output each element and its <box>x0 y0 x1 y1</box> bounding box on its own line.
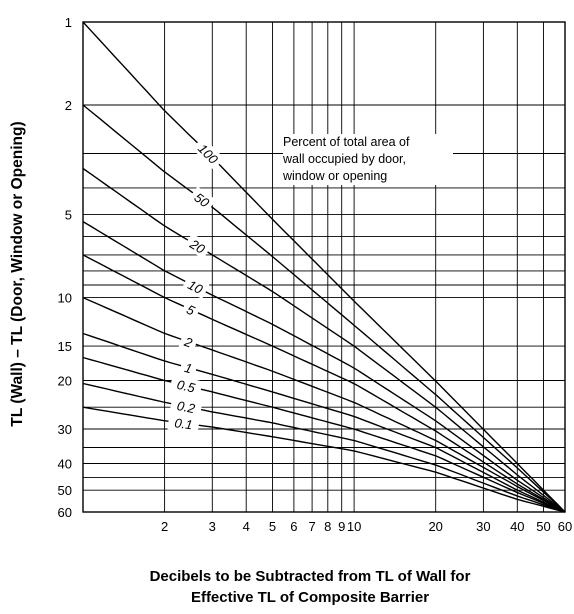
x-tick-label: 50 <box>536 519 550 534</box>
curve-label-group: 5 <box>180 299 202 321</box>
x-tick-label: 8 <box>324 519 331 534</box>
curve-label-group: 1 <box>178 357 199 378</box>
y-tick-label: 20 <box>58 374 72 389</box>
curve-label-group: 0.1 <box>167 413 200 434</box>
percent-curve <box>82 167 566 513</box>
annotation-line-1: Percent of total area of <box>283 135 410 149</box>
curve-label-group: 0.5 <box>169 374 203 398</box>
curve-label: 10 <box>185 277 205 297</box>
legend-annotation: Percent of total area of wall occupied b… <box>283 134 453 185</box>
curve-label-bg <box>169 395 203 418</box>
x-tick-label: 20 <box>428 519 442 534</box>
curve-label: 0.1 <box>174 415 194 432</box>
percent-curve <box>82 356 566 513</box>
curve-label-group: 20 <box>183 233 212 259</box>
y-tick-labels: 1 2 5 10 15 20 30 40 50 60 <box>58 15 72 520</box>
curve-label-bg <box>180 299 202 321</box>
curve-label-bg <box>178 331 199 352</box>
curve-label-group: 0.2 <box>169 395 203 418</box>
percent-curve <box>82 104 566 513</box>
x-tick-label: 3 <box>209 519 216 534</box>
y-tick-label: 2 <box>65 98 72 113</box>
y-tick-label: 40 <box>58 457 72 472</box>
y-tick-label: 50 <box>58 483 72 498</box>
curve-label-bg <box>169 374 203 398</box>
annotation-line-3: window or opening <box>283 169 388 183</box>
curve-label: 0.2 <box>176 398 197 416</box>
y-tick-label: 10 <box>58 291 72 306</box>
annotation-line-2: wall occupied by door, <box>283 152 406 166</box>
plot-frame <box>82 21 566 513</box>
percent-curve <box>82 220 566 513</box>
percent-curve <box>82 382 566 513</box>
x-tick-label: 7 <box>308 519 315 534</box>
percent-curve <box>82 296 566 513</box>
y-tick-label: 1 <box>65 15 72 30</box>
y-axis-title: TL (Wall) – TL (Door, Window or Opening) <box>9 121 26 427</box>
percent-curve <box>82 332 566 513</box>
x-axis-title-line-1: Decibels to be Subtracted from TL of Wal… <box>149 568 471 585</box>
curve-label-group: 10 <box>181 274 210 299</box>
x-tick-label: 30 <box>476 519 490 534</box>
percent-curve <box>82 254 566 513</box>
curve-label-bg <box>183 233 212 259</box>
x-tick-label: 2 <box>161 519 168 534</box>
x-tick-label: 10 <box>347 519 361 534</box>
percent-curve <box>82 21 566 513</box>
x-tick-label: 5 <box>269 519 276 534</box>
x-axis-title-line-2: Effective TL of Composite Barrier <box>190 589 430 606</box>
curve-label: 1 <box>183 360 194 376</box>
curve-label-bg <box>167 413 200 434</box>
curve-label-group: 50 <box>188 186 217 213</box>
x-tick-label: 4 <box>243 519 250 534</box>
y-tick-label: 15 <box>58 339 72 354</box>
y-axis-title-box: TL (Wall) – TL (Door, Window or Opening) <box>4 34 32 514</box>
x-tick-label: 60 <box>558 519 572 534</box>
percent-curve <box>82 406 566 513</box>
curve-label-bg <box>178 357 199 378</box>
y-tick-label: 30 <box>58 422 72 437</box>
y-tick-label: 60 <box>58 505 72 520</box>
curve-label: 0.5 <box>175 377 197 396</box>
curve-label-bg <box>191 137 225 170</box>
curve-label-bg <box>181 274 210 299</box>
x-tick-label: 9 <box>338 519 345 534</box>
vertical-gridlines <box>164 22 544 512</box>
x-tick-labels: 2 3 4 5 6 7 8 9 10 20 30 40 50 60 <box>161 519 572 534</box>
curve-label-group: 2 <box>178 331 199 352</box>
x-tick-label: 40 <box>510 519 524 534</box>
curve-label-bg <box>188 186 217 213</box>
percent-curves <box>82 21 566 513</box>
y-tick-label: 5 <box>65 208 72 223</box>
x-tick-label: 6 <box>290 519 297 534</box>
